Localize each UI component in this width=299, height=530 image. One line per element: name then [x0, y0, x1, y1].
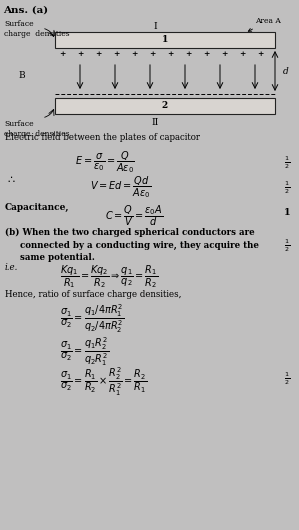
Text: $\frac{1}{2}$: $\frac{1}{2}$	[284, 179, 290, 196]
Text: $\frac{1}{2}$: $\frac{1}{2}$	[284, 237, 290, 254]
Text: +: +	[203, 50, 209, 58]
Text: +: +	[59, 50, 65, 58]
Text: +: +	[257, 50, 263, 58]
Text: 1: 1	[283, 208, 290, 217]
FancyBboxPatch shape	[55, 32, 275, 48]
Text: $\therefore$: $\therefore$	[5, 174, 16, 184]
Text: $\frac{1}{2}$: $\frac{1}{2}$	[284, 154, 290, 171]
Text: Surface
charge  densities: Surface charge densities	[4, 20, 70, 38]
Text: i.e.: i.e.	[5, 263, 18, 272]
Text: +: +	[131, 50, 137, 58]
Text: $V = Ed = \dfrac{Qd}{A\varepsilon_0}$: $V = Ed = \dfrac{Qd}{A\varepsilon_0}$	[90, 174, 152, 200]
Text: $\dfrac{\sigma_1}{\sigma_2} = \dfrac{q_1 R_2^2}{q_2 R_1^2}$: $\dfrac{\sigma_1}{\sigma_2} = \dfrac{q_1…	[60, 335, 109, 368]
Text: $\dfrac{Kq_1}{R_1} = \dfrac{Kq_2}{R_2} \Rightarrow \dfrac{q_1}{q_2} = \dfrac{R_1: $\dfrac{Kq_1}{R_1} = \dfrac{Kq_2}{R_2} \…	[60, 263, 158, 290]
Text: (b) When the two charged spherical conductors are
     connected by a conducting: (b) When the two charged spherical condu…	[5, 228, 259, 262]
Text: Capacitance,: Capacitance,	[5, 203, 69, 212]
Text: $E = \dfrac{\sigma}{\varepsilon_0} = \dfrac{Q}{A\varepsilon_0}$: $E = \dfrac{\sigma}{\varepsilon_0} = \df…	[75, 149, 135, 175]
Text: Surface
charge  densities: Surface charge densities	[4, 120, 70, 138]
Text: Hence, ratio of surface charge densities,: Hence, ratio of surface charge densities…	[5, 290, 181, 299]
Text: $C = \dfrac{Q}{V} = \dfrac{\varepsilon_0 A}{d}$: $C = \dfrac{Q}{V} = \dfrac{\varepsilon_0…	[105, 203, 163, 228]
Text: $\dfrac{\sigma_1}{\sigma_2} = \dfrac{R_1}{R_2} \times \dfrac{R_2^2}{R_1^2} = \df: $\dfrac{\sigma_1}{\sigma_2} = \dfrac{R_1…	[60, 365, 147, 398]
Text: +: +	[185, 50, 191, 58]
FancyBboxPatch shape	[55, 98, 275, 114]
Text: Area A: Area A	[248, 17, 281, 31]
Text: +: +	[95, 50, 101, 58]
Text: 2: 2	[162, 102, 168, 110]
Text: +: +	[167, 50, 173, 58]
Text: d: d	[283, 66, 289, 75]
Text: Electric field between the plates of capacitor: Electric field between the plates of cap…	[5, 133, 200, 142]
Text: +: +	[113, 50, 119, 58]
Text: B: B	[19, 70, 25, 80]
Text: I: I	[153, 22, 157, 31]
Text: +: +	[149, 50, 155, 58]
Text: +: +	[239, 50, 245, 58]
Text: $\frac{1}{2}$: $\frac{1}{2}$	[284, 370, 290, 386]
Text: II: II	[151, 118, 159, 127]
Text: 1: 1	[162, 36, 168, 45]
Text: +: +	[221, 50, 227, 58]
Text: $\dfrac{\sigma_1}{\sigma_2} = \dfrac{q_1 / 4\pi R_1^2}{q_2 / 4\pi R_2^2}$: $\dfrac{\sigma_1}{\sigma_2} = \dfrac{q_1…	[60, 302, 124, 334]
Text: +: +	[77, 50, 83, 58]
Text: Ans. (a): Ans. (a)	[3, 6, 48, 15]
